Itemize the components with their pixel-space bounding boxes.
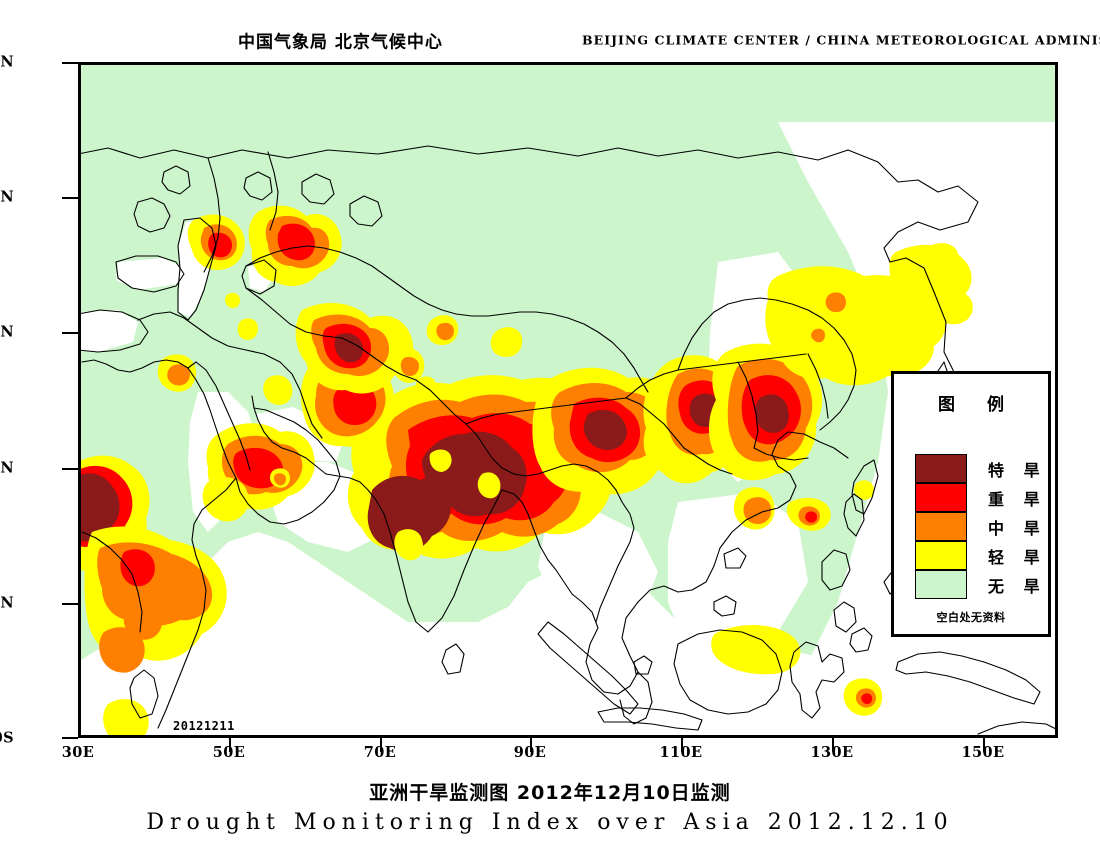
legend-swatch-severe-drought <box>915 483 967 512</box>
y-tick-65N: 65N <box>0 53 14 71</box>
page-header: 中国气象局 北京气候中心 BEIJING CLIMATE CENTER / CH… <box>0 0 1100 62</box>
x-tick-30E: 30E <box>61 744 95 761</box>
legend-footer-note: 空白处无资料 <box>936 611 1006 624</box>
legend-row-light-drought: 轻 旱 <box>915 541 1047 570</box>
legend-label-light-drought: 轻 旱 <box>988 547 1047 567</box>
drought-cluster-central-asia <box>295 303 425 394</box>
legend-box: 图 例 特 旱 重 旱 中 旱 轻 旱 无 旱 空白处无资料 <box>891 371 1051 637</box>
legend-swatch-light-drought <box>915 541 967 570</box>
coastline-layer <box>78 145 1058 735</box>
x-tick-150E: 150E <box>961 744 1005 761</box>
legend-label-severe-drought: 重 旱 <box>988 489 1047 509</box>
legend-rows: 特 旱 重 旱 中 旱 轻 旱 无 旱 <box>915 454 1047 599</box>
x-tick-90E: 90E <box>513 744 547 761</box>
y-tick-50N: 50N <box>0 188 14 206</box>
legend-row-severe-drought: 重 旱 <box>915 483 1047 512</box>
y-tick-20N: 20N <box>0 459 14 477</box>
legend-label-moderate-drought: 中 旱 <box>988 518 1047 538</box>
x-tick-70E: 70E <box>363 744 397 761</box>
drought-spots-southeast-asia <box>711 480 883 716</box>
drought-map <box>78 62 1058 738</box>
drought-cluster-pakistan-nw-india <box>347 375 612 561</box>
drought-spots-west-asia <box>157 315 523 522</box>
legend-label-no-drought: 无 旱 <box>988 576 1047 596</box>
date-stamp: 20121211 <box>173 719 235 733</box>
y-tick-5N: 5N <box>0 594 14 612</box>
map-title-english: Drought Monitoring Index over Asia 2012.… <box>146 810 954 835</box>
x-tick-130E: 130E <box>810 744 854 761</box>
legend-swatch-extreme-drought <box>915 454 967 483</box>
legend-label-extreme-drought: 特 旱 <box>988 460 1047 480</box>
legend-row-moderate-drought: 中 旱 <box>915 512 1047 541</box>
drought-cluster-ethiopia <box>84 526 227 738</box>
legend-swatch-moderate-drought <box>915 512 967 541</box>
drought-cluster-north-china <box>765 243 973 386</box>
x-tick-50E: 50E <box>212 744 246 761</box>
map-canvas <box>78 62 1058 738</box>
legend-row-no-drought: 无 旱 <box>915 570 1047 599</box>
y-tick-35N: 35N <box>0 323 14 341</box>
drought-cluster-sichuan <box>708 343 823 530</box>
legend-title: 图 例 <box>938 395 1017 415</box>
x-tick-110E: 110E <box>659 744 703 761</box>
legend-swatch-no-drought <box>915 570 967 599</box>
header-english: BEIJING CLIMATE CENTER / CHINA METEOROLO… <box>582 32 1100 48</box>
map-title-chinese: 亚洲干旱监测图 2012年12月10日监测 <box>369 782 731 804</box>
header-chinese: 中国气象局 北京气候中心 <box>238 32 443 53</box>
y-tick-10S: 10S <box>0 729 14 747</box>
legend-row-extreme-drought: 特 旱 <box>915 454 1047 483</box>
